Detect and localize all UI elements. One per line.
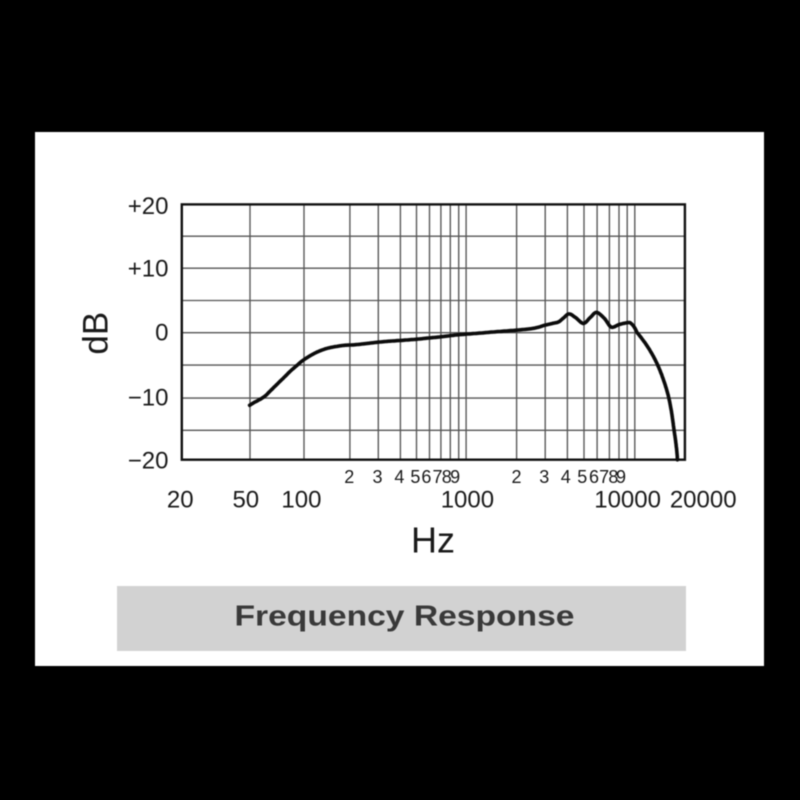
svg-text:8: 8 (442, 467, 452, 487)
svg-text:20: 20 (167, 487, 194, 514)
svg-text:4: 4 (394, 467, 404, 487)
svg-text:Hz: Hz (411, 520, 455, 561)
svg-text:4: 4 (561, 467, 571, 487)
svg-text:Frequency Response: Frequency Response (235, 601, 575, 633)
svg-text:20000: 20000 (670, 487, 737, 514)
svg-text:9: 9 (450, 467, 460, 487)
svg-text:8: 8 (608, 467, 618, 487)
svg-text:1000: 1000 (441, 487, 494, 514)
svg-text:0: 0 (155, 319, 168, 346)
svg-text:2: 2 (511, 467, 521, 487)
svg-text:7: 7 (432, 467, 442, 487)
svg-text:9: 9 (616, 467, 626, 487)
svg-text:3: 3 (539, 467, 549, 487)
svg-text:100: 100 (281, 487, 321, 514)
svg-text:2: 2 (344, 467, 354, 487)
svg-text:5: 5 (577, 467, 587, 487)
svg-text:6: 6 (589, 467, 599, 487)
svg-text:−20: −20 (128, 447, 169, 474)
svg-text:−10: −10 (128, 384, 169, 411)
svg-text:3: 3 (372, 467, 382, 487)
svg-text:10000: 10000 (594, 487, 661, 514)
svg-text:5: 5 (410, 467, 420, 487)
svg-text:+10: +10 (128, 256, 169, 283)
svg-text:50: 50 (232, 487, 259, 514)
svg-text:+20: +20 (128, 193, 169, 220)
svg-text:dB: dB (77, 312, 116, 355)
svg-text:6: 6 (421, 467, 431, 487)
svg-text:7: 7 (599, 467, 609, 487)
